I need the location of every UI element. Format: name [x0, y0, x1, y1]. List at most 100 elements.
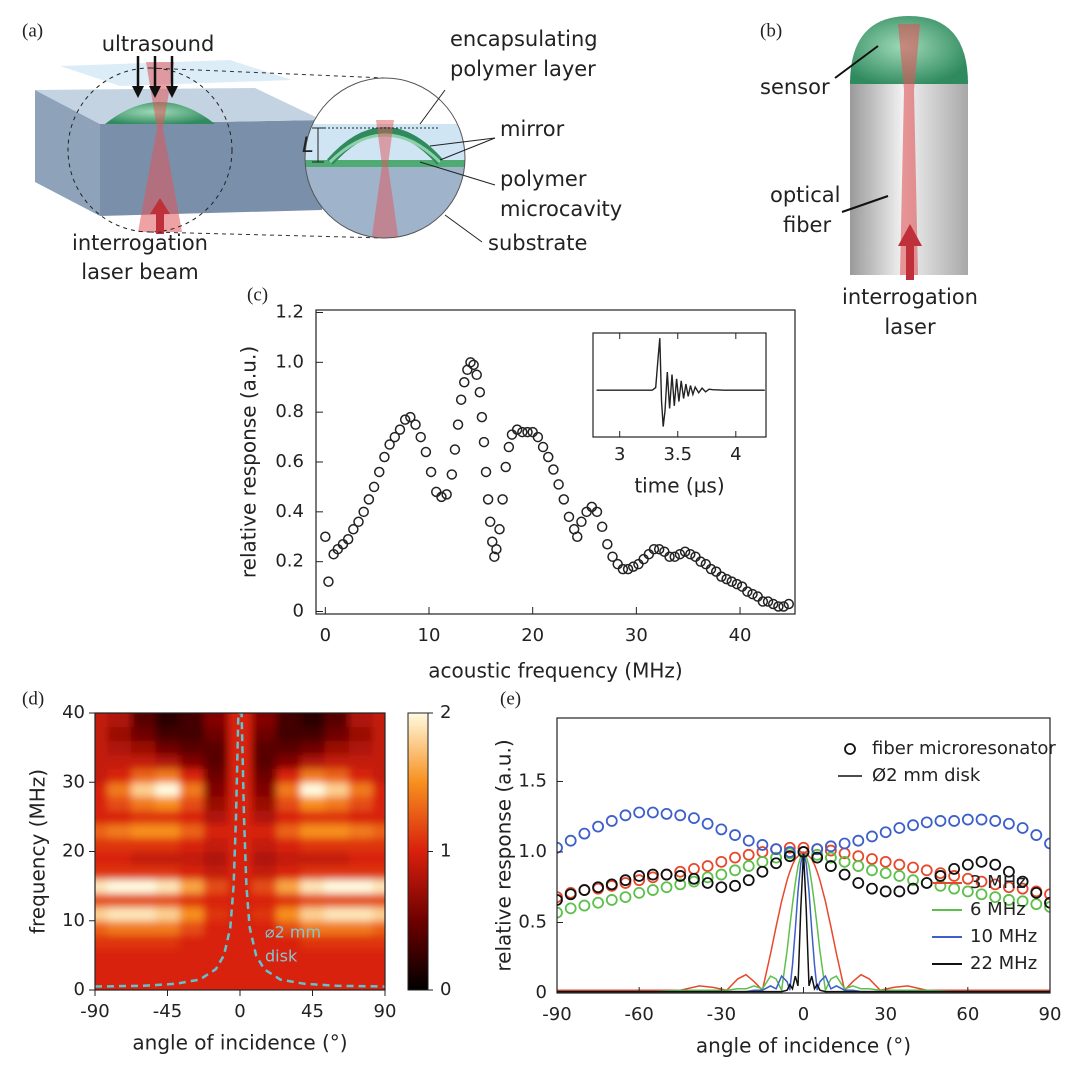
heatmap-cell [179, 976, 205, 990]
heatmap-cell [227, 851, 253, 866]
data-point [578, 827, 591, 840]
data-point [605, 878, 618, 891]
heatmap-cell [227, 837, 253, 852]
heatmap-cell [227, 948, 253, 963]
data-point [797, 846, 810, 858]
heatmap-cell [203, 906, 229, 922]
laser-arrow [150, 198, 170, 234]
heatmap-cell [107, 962, 132, 977]
plot-frame [592, 332, 767, 438]
y-tick-label: 0.4 [275, 501, 304, 522]
heatmap-cell [324, 782, 350, 797]
heatmap-cell [179, 768, 205, 783]
data-point [824, 844, 837, 857]
heatmap-cell [155, 893, 181, 908]
x-tick-label: 3.5 [663, 444, 692, 465]
heatmap-cell [179, 782, 205, 797]
data-point [478, 436, 490, 448]
heatmap-cell [348, 754, 374, 769]
heatmap-cell [324, 740, 350, 756]
heatmap-cell [372, 754, 385, 769]
data-point [762, 596, 774, 607]
heatmap-cell [276, 976, 301, 990]
x-tick-label: 45 [301, 1001, 324, 1022]
heatmap-cell [95, 782, 108, 797]
data-point [1003, 894, 1015, 906]
data-point [646, 806, 659, 819]
data-point [920, 864, 933, 877]
heatmap-cell [203, 809, 229, 825]
data-point [783, 841, 796, 854]
data-point [497, 494, 508, 505]
label: sensor [760, 75, 830, 99]
heatmap-cell [155, 865, 181, 880]
data-point [578, 884, 591, 896]
data-point [756, 839, 769, 851]
data-point [436, 491, 447, 503]
panel-label: (b) [760, 20, 782, 41]
heatmap-cell [348, 920, 374, 936]
heatmap-cell [107, 726, 132, 742]
data-point [729, 829, 741, 841]
heatmap-cell [348, 837, 374, 852]
heatmap-cell [227, 782, 253, 797]
label: fiber [783, 213, 831, 237]
heatmap-cell [155, 796, 181, 811]
y-tick-label: 30 [62, 771, 85, 792]
heatmap-cell [95, 962, 108, 977]
data-point [646, 868, 659, 881]
heatmap-cell [131, 962, 156, 977]
heatmap-cell [131, 726, 156, 742]
data-point [605, 815, 618, 827]
heatmap-cell [324, 934, 350, 949]
heatmap-cell [276, 823, 301, 839]
heatmap-cell [155, 851, 181, 866]
heatmap-cell [203, 851, 229, 866]
data-point [742, 860, 755, 872]
data-point [1030, 829, 1043, 841]
data-point [679, 546, 691, 557]
data-point [605, 894, 618, 906]
data-point [920, 877, 933, 889]
data-point [907, 874, 919, 887]
heatmap-cell [95, 893, 108, 908]
data-point [742, 848, 755, 861]
diagram-b [834, 16, 968, 280]
heatmap-cell [179, 713, 205, 728]
data-point [619, 809, 632, 822]
x-axis-label: angle of incidence (°) [132, 1031, 347, 1055]
heatmap-cell [131, 740, 156, 756]
heatmap-cell [131, 837, 156, 852]
data-point [811, 843, 824, 856]
heatmap-cell [252, 782, 277, 797]
heatmap-cell [300, 879, 326, 894]
x-tick-label: 30 [625, 625, 648, 646]
data-point [410, 419, 421, 430]
data-point [852, 877, 865, 889]
slab-side [35, 90, 100, 216]
heatmap-cell [324, 851, 350, 866]
data-point [879, 826, 892, 839]
heatmap-cell [179, 920, 205, 936]
data-line [596, 338, 765, 427]
data-point [742, 874, 755, 887]
zoom-circle [304, 77, 466, 239]
heatmap-cell [107, 851, 132, 866]
data-point [476, 411, 488, 423]
heatmap-cell [348, 906, 374, 922]
heatmap-cell [252, 768, 277, 783]
heatmap-cell [348, 809, 374, 825]
data-point [558, 494, 570, 505]
data-point [532, 431, 544, 443]
heatmap-cell [372, 906, 385, 922]
heatmap-cell [372, 713, 385, 728]
data-point [557, 906, 563, 919]
heatmap-cell [300, 809, 326, 825]
heatmap-cell [155, 754, 181, 769]
data-point [660, 881, 673, 894]
data-point [646, 884, 659, 896]
heatmap-cell [131, 865, 156, 880]
heatmap-cell [372, 948, 385, 963]
data-point [564, 888, 577, 901]
heatmap-cell [324, 976, 350, 990]
